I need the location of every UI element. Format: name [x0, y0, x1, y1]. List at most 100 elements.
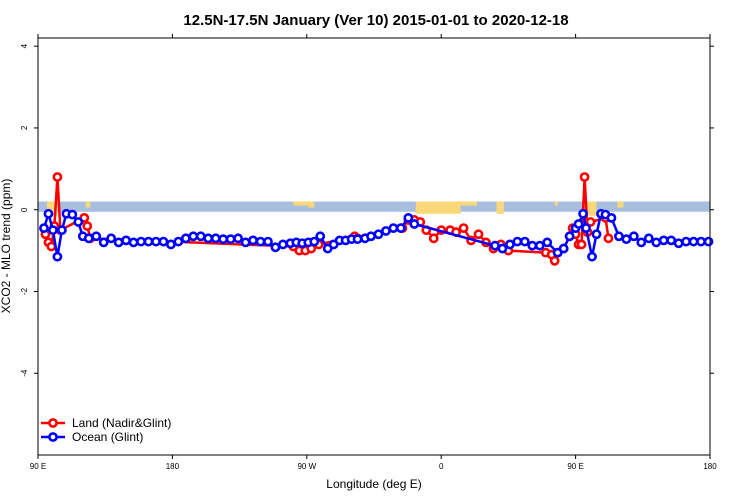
point-ocean-12 [106, 233, 117, 244]
y-tick-label-4: -4 [20, 369, 29, 377]
x-tick-label-1: 180 [166, 462, 180, 471]
point-ocean-56 [490, 240, 500, 251]
point-ocean-69 [578, 208, 588, 219]
point-ocean-40 [309, 236, 320, 247]
x-tick-label-3: 0 [439, 462, 444, 471]
legend: Land (Nadir&Glint)Ocean (Glint) [41, 416, 171, 444]
y-axis-label: XCO2 - MLO trend (ppm) [0, 179, 13, 314]
point-ocean-58 [504, 239, 515, 250]
land-mask-segment-5 [460, 201, 478, 206]
point-ocean-52 [388, 223, 399, 234]
point-land-41 [576, 239, 587, 250]
point-ocean-59 [512, 236, 523, 247]
legend-label-1: Ocean (Glint) [72, 430, 143, 444]
point-ocean-76 [614, 231, 624, 242]
y-tick-label-1: 2 [20, 125, 29, 130]
point-ocean-72 [591, 229, 602, 240]
legend-label-0: Land (Nadir&Glint) [72, 416, 171, 430]
point-ocean-66 [564, 231, 575, 242]
land-mask-segment-4 [415, 201, 461, 214]
point-land-34 [549, 255, 560, 266]
point-ocean-68 [573, 219, 584, 229]
point-land-46 [603, 233, 614, 244]
background-band [38, 201, 710, 212]
point-ocean-33 [263, 236, 273, 247]
y-tick-label-2: 0 [20, 207, 29, 212]
point-ocean-88 [703, 236, 714, 247]
land-mask [46, 201, 624, 216]
point-land-27 [473, 229, 484, 240]
point-ocean-4 [56, 225, 67, 236]
y-tick-label-0: 4 [20, 43, 29, 48]
point-ocean-0 [39, 223, 49, 234]
point-ocean-54 [403, 212, 414, 223]
point-ocean-14 [121, 235, 132, 246]
point-ocean-30 [240, 237, 251, 248]
point-ocean-22 [180, 233, 191, 244]
x-axis: 90 E 180 90 W 0 90 E 180 [30, 34, 717, 471]
land-mask-segment-3 [308, 201, 315, 208]
land-mask-segment-1 [85, 201, 91, 208]
point-ocean-71 [587, 251, 597, 262]
point-ocean-32 [255, 236, 266, 247]
point-ocean-65 [558, 243, 569, 254]
point-ocean-26 [210, 233, 221, 244]
point-ocean-81 [651, 237, 662, 248]
point-ocean-85 [681, 236, 692, 247]
x-tick-label-0: 90 E [30, 462, 46, 471]
y-axis: 4 2 0 -2 -4 [20, 43, 714, 377]
point-land-42 [579, 172, 590, 182]
point-ocean-62 [534, 240, 545, 251]
point-ocean-19 [158, 236, 169, 247]
point-ocean-53 [395, 223, 406, 234]
x-axis-label: Longitude (deg E) [326, 477, 421, 491]
point-ocean-60 [519, 236, 530, 247]
y-tick-label-3: -2 [20, 287, 29, 295]
point-ocean-82 [658, 235, 669, 246]
point-ocean-13 [113, 237, 124, 248]
point-ocean-18 [151, 236, 161, 247]
point-ocean-70 [581, 223, 591, 234]
point-ocean-78 [628, 231, 639, 242]
point-land-44 [585, 217, 596, 227]
point-ocean-20 [166, 239, 176, 250]
point-land-21 [428, 233, 439, 244]
point-ocean-79 [636, 237, 647, 248]
point-ocean-3 [52, 251, 63, 262]
point-ocean-47 [352, 234, 363, 245]
land-mask-segment-6 [496, 201, 504, 214]
series-layer [39, 172, 714, 266]
land-mask-segment-9 [617, 201, 624, 208]
point-ocean-35 [278, 239, 288, 250]
point-ocean-75 [606, 212, 617, 223]
point-ocean-29 [233, 233, 244, 244]
point-ocean-50 [373, 229, 384, 240]
point-ocean-23 [188, 231, 199, 242]
point-land-2 [46, 241, 57, 252]
point-ocean-80 [643, 233, 654, 244]
point-ocean-25 [203, 233, 214, 244]
land-mask-segment-0 [46, 201, 58, 216]
point-ocean-31 [248, 235, 258, 246]
point-ocean-1 [43, 208, 54, 219]
point-ocean-28 [225, 234, 236, 245]
point-ocean-61 [527, 240, 538, 251]
point-ocean-2 [48, 225, 58, 236]
point-ocean-17 [143, 236, 154, 247]
x-tick-label-5: 180 [703, 462, 717, 471]
land-mask-segment-7 [554, 201, 558, 206]
point-ocean-83 [666, 235, 677, 246]
point-ocean-7 [73, 217, 84, 227]
point-land-4 [52, 172, 63, 182]
point-ocean-84 [673, 238, 684, 249]
point-ocean-55 [409, 219, 420, 229]
point-ocean-24 [195, 231, 206, 242]
point-ocean-21 [173, 236, 184, 247]
land-mask-segment-2 [293, 201, 309, 206]
point-ocean-51 [381, 226, 391, 236]
plot-background [38, 201, 710, 212]
point-ocean-41 [315, 231, 326, 242]
plot-frame [37, 37, 711, 456]
x-tick-label-4: 90 E [567, 462, 583, 471]
